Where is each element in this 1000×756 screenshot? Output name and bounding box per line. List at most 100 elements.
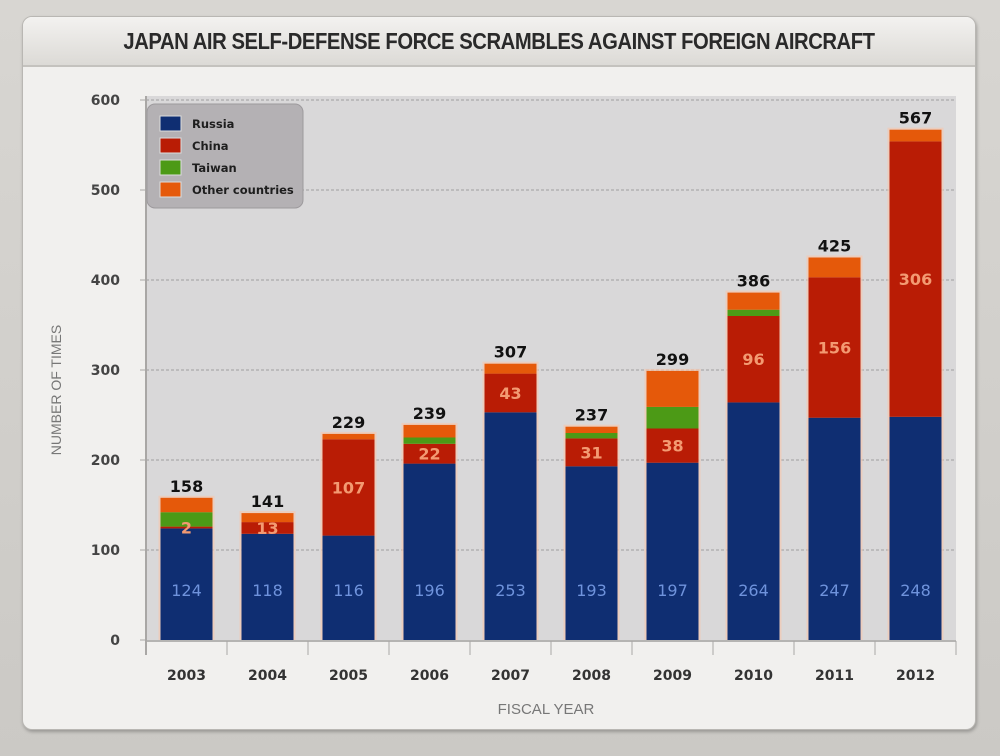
x-axis-title: FISCAL YEAR (498, 701, 595, 718)
russia-value-label: 248 (900, 581, 931, 600)
x-tick-label: 2011 (815, 668, 854, 684)
total-value-label: 229 (332, 413, 365, 432)
china-value-label: 156 (818, 339, 851, 358)
y-tick-label: 400 (91, 273, 120, 289)
bar-stack (239, 511, 296, 640)
bar-segment-china (241, 522, 294, 534)
china-value-label: 96 (742, 350, 764, 369)
bar-segment-taiwan (160, 512, 213, 527)
bar-segment-taiwan (565, 433, 618, 439)
axes: 0 100 200 300 400 500 600 2003 2004 2005 2006 2007 2… (91, 93, 957, 684)
bar-segment-russia (322, 535, 375, 640)
x-tick-label: 2010 (734, 668, 773, 684)
bar-stack (482, 361, 539, 640)
x-tick-label: 2004 (248, 668, 287, 684)
russia-value-label: 196 (414, 581, 445, 600)
legend-label: China (192, 139, 229, 153)
china-value-label: 107 (332, 478, 365, 497)
legend-swatch-taiwan (159, 159, 182, 176)
bar-segment-russia (160, 528, 213, 640)
bar-segment-taiwan (646, 406, 699, 429)
bar-stack (806, 255, 863, 640)
bar-segment-other-countries (808, 257, 861, 278)
china-value-label: 2 (181, 519, 192, 538)
legend: Russia China Taiwan Other countries (146, 103, 304, 209)
total-value-label: 386 (737, 272, 770, 291)
russia-value-label: 197 (657, 581, 688, 600)
bar-segment-china (403, 443, 456, 464)
bar-segment-taiwan (403, 437, 456, 444)
russia-value-label: 253 (495, 581, 526, 600)
total-value-label: 567 (899, 109, 932, 128)
bar-segment-russia (727, 402, 780, 640)
legend-box (146, 103, 304, 209)
y-tick-label: 500 (91, 183, 120, 199)
y-tick-label: 100 (91, 543, 120, 559)
russia-value-label: 193 (576, 581, 607, 600)
bar-segment-other-countries (889, 129, 942, 142)
total-value-label: 307 (494, 343, 527, 362)
bar-segment-taiwan (727, 309, 780, 316)
data-labels: 124 2 158 118 13 141 116 107 229 196 22 239 253 43 307… (170, 109, 932, 600)
bar-stack (644, 368, 701, 640)
russia-value-label: 124 (171, 581, 202, 600)
bar-segment-other-countries (727, 292, 780, 310)
bar-segment-other-countries (322, 433, 375, 440)
bar-stack (725, 290, 782, 640)
bar-segment-china (565, 438, 618, 467)
y-tick-label: 0 (110, 633, 120, 649)
bar-segment-other-countries (565, 426, 618, 433)
bar-segment-china (484, 373, 537, 413)
bar-segment-china (727, 316, 780, 403)
bar-segment-russia (403, 463, 456, 640)
russia-value-label: 247 (819, 581, 850, 600)
bar-segment-china (808, 277, 861, 418)
russia-value-label: 264 (738, 581, 769, 600)
bar-segment-russia (646, 462, 699, 640)
china-value-label: 306 (899, 270, 932, 289)
x-tick-label: 2008 (572, 668, 611, 684)
bar-stack (158, 495, 215, 640)
bar-segment-china (646, 428, 699, 463)
y-tick-label: 300 (91, 363, 120, 379)
y-tick-label: 600 (91, 93, 120, 109)
bar-segment-china (889, 141, 942, 417)
bar-segment-russia (889, 416, 942, 640)
bar-stack (401, 422, 458, 640)
x-tick-label: 2006 (410, 668, 449, 684)
total-value-label: 141 (251, 492, 284, 511)
china-value-label: 43 (499, 384, 521, 403)
total-value-label: 239 (413, 404, 446, 423)
total-value-label: 158 (170, 477, 203, 496)
y-tick-label: 200 (91, 453, 120, 469)
x-tick-label: 2003 (167, 668, 206, 684)
bar-stack (563, 424, 620, 640)
x-tick-label: 2005 (329, 668, 368, 684)
bar-segment-other-countries (403, 424, 456, 438)
bar-stack (320, 431, 377, 640)
legend-label: Taiwan (192, 161, 237, 175)
china-value-label: 31 (580, 443, 602, 462)
bar-segment-other-countries (646, 370, 699, 407)
bar-segment-other-countries (160, 497, 213, 513)
total-value-label: 299 (656, 350, 689, 369)
bar-segment-other-countries (241, 513, 294, 523)
legend-label: Russia (192, 117, 234, 131)
total-value-label: 237 (575, 406, 608, 425)
bars (158, 127, 944, 640)
y-axis-title: NUMBER OF TIMES (48, 325, 64, 455)
x-tick-label: 2007 (491, 668, 530, 684)
bar-segment-russia (565, 466, 618, 640)
bar-segment-china (322, 439, 375, 536)
bar-segment-other-countries (484, 363, 537, 374)
bar-segment-china (160, 526, 213, 529)
x-tick-label: 2012 (896, 668, 935, 684)
bar-stack (887, 127, 944, 640)
russia-value-label: 116 (333, 581, 364, 600)
chart-title: JAPAN AIR SELF-DEFENSE FORCE SCRAMBLES A… (123, 28, 875, 54)
legend-swatch-other-countries (159, 181, 182, 198)
total-value-label: 425 (818, 237, 851, 256)
bar-segment-russia (241, 533, 294, 640)
bar-segment-russia (808, 417, 861, 640)
legend-label: Other countries (192, 183, 294, 197)
